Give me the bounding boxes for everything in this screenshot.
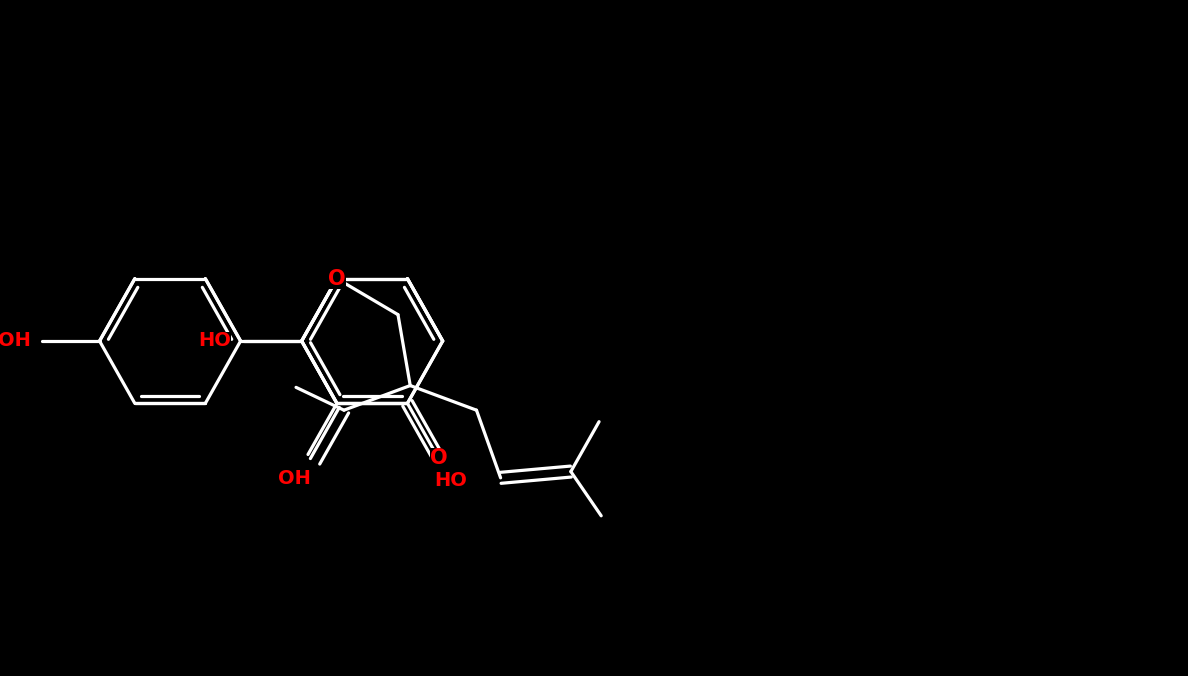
Text: HO: HO <box>198 331 230 350</box>
Text: O: O <box>328 268 346 289</box>
Text: OH: OH <box>0 331 31 350</box>
Text: HO: HO <box>435 471 467 490</box>
Text: OH: OH <box>278 469 311 488</box>
Text: O: O <box>430 448 447 468</box>
